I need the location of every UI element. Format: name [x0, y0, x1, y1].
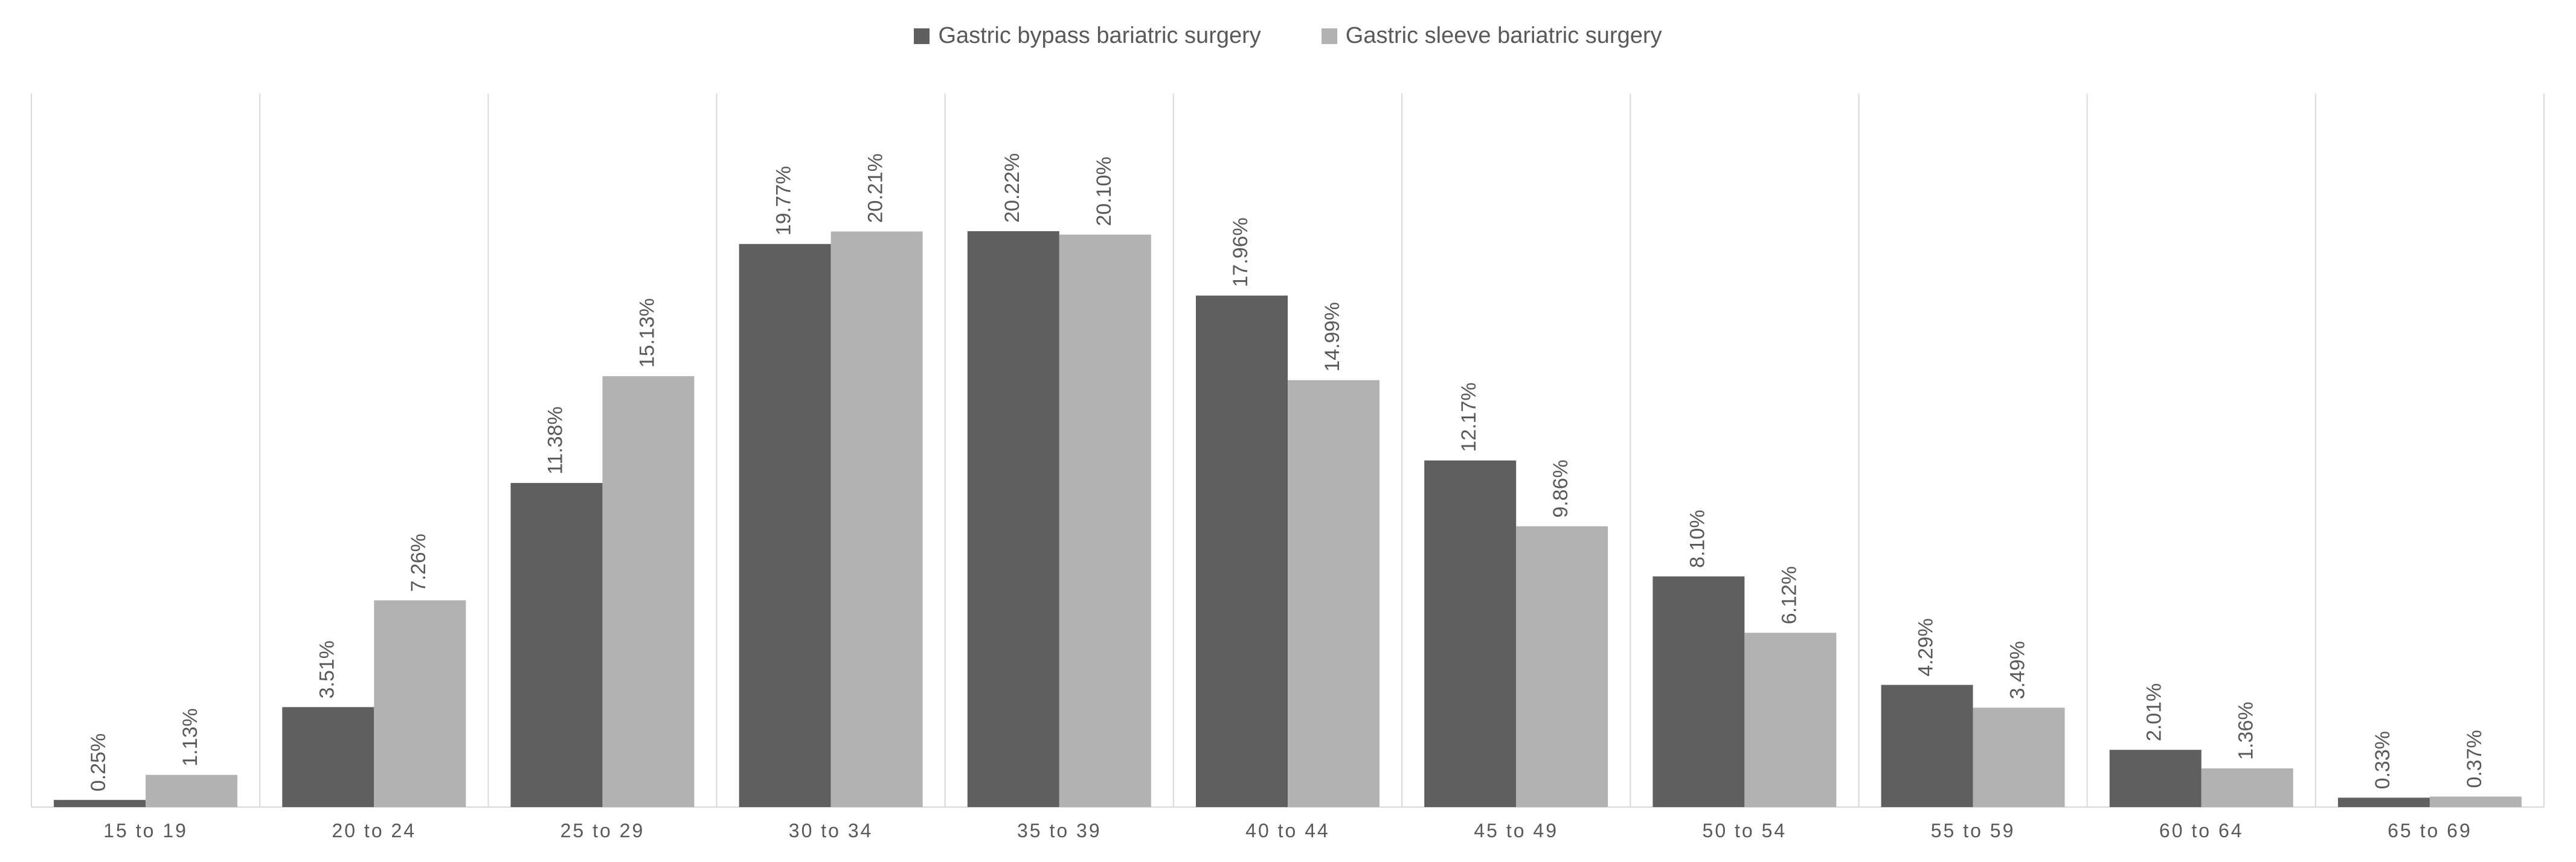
data-label: 0.33%: [2371, 731, 2394, 789]
data-label: 1.36%: [2235, 701, 2258, 759]
x-tick-label: 35 to 39: [1017, 820, 1102, 841]
bar-bypass: [2337, 797, 2430, 807]
bar-sleeve: [1516, 526, 1608, 807]
bar-bypass: [967, 231, 1059, 807]
bar-sleeve: [830, 231, 923, 807]
bar-sleeve: [374, 600, 466, 807]
legend-item-sleeve: Gastric sleeve bariatric surgery: [1321, 23, 1662, 49]
x-tick-label: 30 to 34: [789, 820, 873, 841]
bar-sleeve: [146, 774, 238, 807]
x-tick-label: 65 to 69: [2388, 820, 2472, 841]
bar-sleeve: [2201, 768, 2293, 807]
data-label: 3.49%: [2006, 641, 2029, 699]
bar-bypass: [1196, 295, 1288, 807]
bar-sleeve: [2429, 796, 2522, 807]
bar-sleeve: [1288, 380, 1380, 807]
data-label: 3.51%: [315, 640, 338, 698]
bar-bypass: [1653, 576, 1745, 807]
x-tick-label: 60 to 64: [2159, 820, 2244, 841]
bar-bypass: [510, 483, 603, 807]
x-tick-label: 45 to 49: [1474, 820, 1558, 841]
bar-sleeve: [1744, 633, 1837, 807]
bar-bypass: [1424, 460, 1517, 807]
x-tick-label: 15 to 19: [103, 820, 188, 841]
data-label: 7.26%: [407, 534, 430, 592]
data-label: 20.10%: [1093, 156, 1116, 226]
bar-sleeve: [602, 376, 695, 807]
data-label: 15.13%: [635, 298, 658, 368]
data-label: 12.17%: [1457, 382, 1480, 452]
data-label: 20.22%: [1001, 153, 1024, 223]
x-tick-label: 50 to 54: [1703, 820, 1787, 841]
data-label: 4.29%: [1915, 618, 1938, 676]
bar-sleeve: [1973, 707, 2065, 807]
legend-label-bypass: Gastric bypass bariatric surgery: [938, 23, 1261, 48]
data-label: 0.37%: [2463, 730, 2486, 788]
legend: Gastric bypass bariatric surgery Gastric…: [0, 23, 2576, 49]
bar-bypass: [54, 800, 146, 807]
legend-item-bypass: Gastric bypass bariatric surgery: [914, 23, 1261, 49]
x-tick-label: 25 to 29: [560, 820, 645, 841]
data-label: 2.01%: [2143, 683, 2166, 741]
data-label: 20.21%: [864, 153, 887, 223]
legend-label-sleeve: Gastric sleeve bariatric surgery: [1345, 23, 1662, 48]
data-label: 6.12%: [1778, 566, 1800, 624]
data-label: 19.77%: [772, 166, 795, 235]
x-tick-label: 40 to 44: [1245, 820, 1330, 841]
bar-bypass: [282, 707, 374, 807]
data-label: 14.99%: [1321, 302, 1344, 371]
legend-swatch-bypass: [914, 28, 930, 44]
data-label: 1.13%: [179, 708, 202, 766]
bar-bypass: [2109, 750, 2202, 807]
bar-sleeve: [1059, 234, 1151, 807]
x-tick-label: 55 to 59: [1931, 820, 2016, 841]
bar-bypass: [1881, 685, 1973, 807]
bar-bypass: [739, 244, 831, 807]
x-tick-label: 20 to 24: [332, 820, 416, 841]
data-label: 0.25%: [87, 733, 110, 791]
data-label: 9.86%: [1549, 459, 1572, 517]
legend-swatch-sleeve: [1321, 28, 1337, 44]
data-label: 8.10%: [1686, 509, 1709, 567]
data-label: 17.96%: [1229, 217, 1252, 287]
data-label: 11.38%: [544, 406, 567, 474]
